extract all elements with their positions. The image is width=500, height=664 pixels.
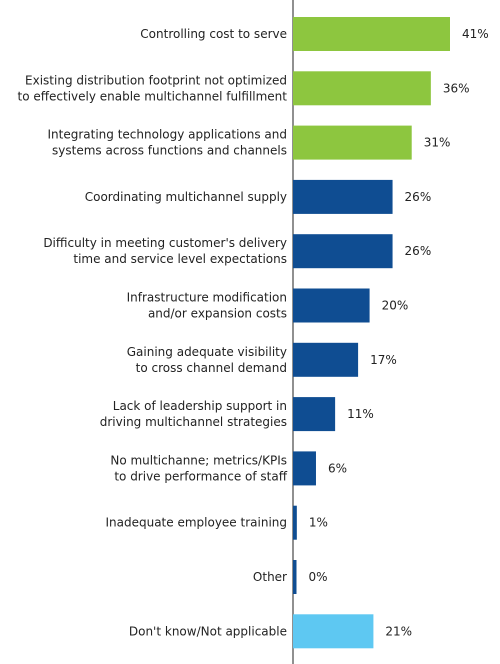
value-label-11: 21% — [385, 624, 412, 638]
bar-10 — [293, 560, 297, 594]
bar-2 — [293, 125, 412, 160]
value-label-2: 31% — [424, 136, 451, 150]
value-label-7: 11% — [347, 407, 374, 421]
bar-11 — [293, 614, 374, 649]
category-label-6-line-1: to cross channel demand — [136, 361, 287, 375]
value-label-4: 26% — [405, 244, 432, 258]
category-label-2-line-0: Integrating technology applications and — [48, 128, 288, 142]
category-label-9-line-0: Inadequate employee training — [105, 516, 287, 530]
category-label-8-line-0: No multichanne; metrics/KPIs — [110, 453, 287, 467]
category-label-1-line-0: Existing distribution footprint not opti… — [25, 73, 287, 87]
category-label-4-line-0: Difficulty in meeting customer's deliver… — [43, 236, 287, 250]
value-label-10: 0% — [309, 570, 328, 584]
category-label-8-line-1: to drive performance of staff — [114, 469, 287, 483]
value-label-1: 36% — [443, 81, 470, 95]
category-label-4-line-1: time and service level expectations — [73, 252, 287, 266]
category-label-3-line-0: Coordinating multichannel supply — [85, 190, 287, 204]
value-label-9: 1% — [309, 516, 328, 530]
bar-5 — [293, 288, 370, 323]
bars-group — [293, 17, 450, 649]
bar-8 — [293, 451, 316, 486]
category-label-7-line-1: driving multichannel strategies — [100, 415, 287, 429]
value-label-8: 6% — [328, 461, 347, 475]
bar-7 — [293, 397, 336, 432]
bar-0 — [293, 17, 450, 51]
value-labels-group: 41% 36% 31% 26% 26% 20% 17% 11% 6% 1% 0% 21% — [309, 27, 489, 638]
category-label-6-line-0: Gaining adequate visibility — [127, 345, 287, 359]
value-label-0: 41% — [462, 27, 489, 41]
bar-9 — [293, 505, 297, 540]
bar-6 — [293, 342, 359, 377]
value-label-6: 17% — [370, 353, 397, 367]
category-label-10-line-0: Other — [253, 570, 287, 584]
category-label-11-line-0: Don't know/Not applicable — [129, 624, 287, 638]
category-label-7-line-0: Lack of leadership support in — [113, 399, 287, 413]
category-labels-group: Controlling cost to serve Existing distri… — [18, 27, 288, 638]
bar-4 — [293, 234, 393, 269]
category-label-2-line-1: systems across functions and channels — [52, 144, 287, 158]
category-label-5-line-0: Infrastructure modification — [127, 291, 287, 305]
bar-3 — [293, 179, 393, 214]
category-label-5-line-1: and/or expansion costs — [148, 307, 287, 321]
category-label-0-line-0: Controlling cost to serve — [140, 27, 287, 41]
category-label-1-line-1: to effectively enable multichannel fulfi… — [18, 89, 288, 103]
bar-1 — [293, 71, 431, 106]
value-label-5: 20% — [382, 299, 409, 313]
value-label-3: 26% — [405, 190, 432, 204]
